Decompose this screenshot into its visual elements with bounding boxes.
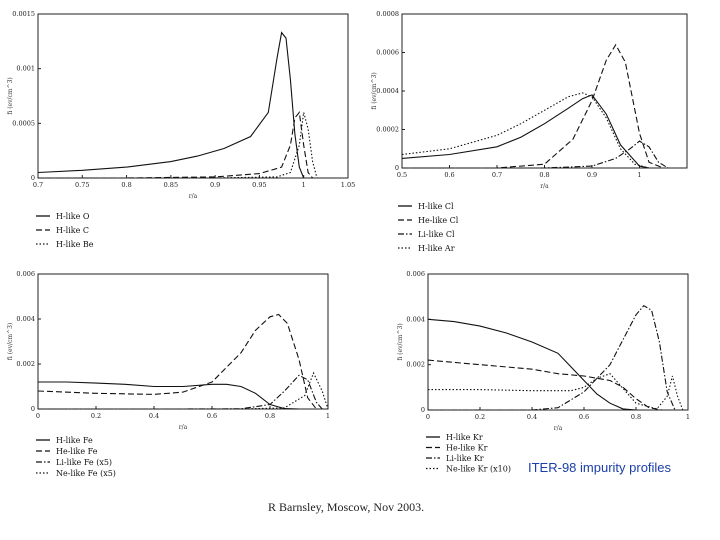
x-tick-label: 0.75 xyxy=(75,181,89,189)
x-tick-label: 1.05 xyxy=(341,181,355,189)
series-line-1 xyxy=(37,31,305,179)
series-line-4 xyxy=(428,373,684,411)
x-tick-label: 0.5 xyxy=(397,171,407,179)
x-tick-label: 0 xyxy=(36,412,40,420)
series-line-3 xyxy=(402,140,669,169)
x-tick-label: 1 xyxy=(637,171,641,179)
y-axis-label: fi (ev/cm^3) xyxy=(7,77,14,114)
legend-entry: H-like Be xyxy=(56,240,94,249)
x-tick-label: 1 xyxy=(686,413,690,421)
x-tick-label: 0.9 xyxy=(587,171,597,179)
chart-bottom-left: 0 0.2 0.4 0.6 0.8 1 0 0.002 0.004 0.006 r/a fi (ev/… xyxy=(7,270,330,478)
x-tick-label: 0.2 xyxy=(475,413,485,421)
x-tick-label: 1 xyxy=(302,181,306,189)
legend-entry: He-like Fe xyxy=(56,447,98,456)
series-line-3 xyxy=(38,112,318,179)
series-line-3 xyxy=(428,304,676,411)
y-tick-label: 0.002 xyxy=(406,361,425,369)
series-line-2 xyxy=(427,359,663,411)
y-tick-label: 0.006 xyxy=(16,270,35,278)
y-axis-label: fi (ev/cm^3) xyxy=(371,72,378,109)
figure-caption: ITER-98 impurity profiles xyxy=(528,460,672,475)
chart-top-left: 0.7 0.75 0.8 0.85 0.9 0.95 1 1.05 0 0.0005 0.001 0.… xyxy=(7,10,355,249)
legend-entry: H-like Kr xyxy=(446,433,483,442)
series-line-2 xyxy=(37,313,317,410)
x-tick-label: 0.2 xyxy=(91,412,101,420)
legend-entry: H-like O xyxy=(56,212,90,221)
x-tick-label: 0.6 xyxy=(207,412,217,420)
y-tick-label: 0 xyxy=(31,405,35,413)
x-tick-label: 0.9 xyxy=(210,181,220,189)
series-line-1 xyxy=(38,381,300,410)
y-tick-label: 0.006 xyxy=(406,270,425,278)
y-axis-label: fi (ev/cm^3) xyxy=(397,323,404,360)
series-line-1 xyxy=(427,318,637,411)
plot-frame xyxy=(401,13,688,169)
legend-entry: Ne-like Fe (x5) xyxy=(56,469,116,478)
legend-entry: Ne-like Kr (x10) xyxy=(446,465,511,474)
x-tick-label: 0.85 xyxy=(164,181,178,189)
x-tick-label: 0.4 xyxy=(527,413,537,421)
y-tick-label: 0.0005 xyxy=(12,119,35,127)
x-tick-label: 0.8 xyxy=(539,171,549,179)
y-tick-label: 0.0015 xyxy=(12,10,35,18)
x-axis-label: r/a xyxy=(554,425,563,432)
y-tick-label: 0.0004 xyxy=(376,87,399,95)
y-tick-label: 0.0006 xyxy=(376,49,399,57)
x-tick-label: 0.8 xyxy=(121,181,131,189)
legend-entry: Li-like Kr xyxy=(446,454,484,463)
x-tick-label: 0 xyxy=(426,413,430,421)
y-tick-label: 0.002 xyxy=(16,360,35,368)
series-line-1 xyxy=(401,94,650,169)
y-tick-label: 0 xyxy=(31,174,35,182)
y-tick-label: 0.0002 xyxy=(376,126,399,134)
y-axis-label: fi (ev/cm^3) xyxy=(7,323,14,360)
x-tick-label: 0.8 xyxy=(265,412,275,420)
plot-frame xyxy=(37,13,349,179)
x-tick-label: 0.7 xyxy=(33,181,43,189)
y-tick-label: 0 xyxy=(395,164,399,172)
series-line-3 xyxy=(38,374,323,410)
legend-entry: He-like Kr xyxy=(446,444,488,453)
legend-entry: He-like Cl xyxy=(418,216,459,225)
legend-entry: H-like Ar xyxy=(418,244,455,253)
legend-entry: H-like Fe xyxy=(56,436,93,445)
x-tick-label: 0.7 xyxy=(492,171,502,179)
legend-entry: H-like C xyxy=(56,226,89,235)
chart-top-right: 0.5 0.6 0.7 0.8 0.9 1 0 0.0002 0.0004 0.0006 0.000… xyxy=(371,10,688,253)
x-tick-label: 1 xyxy=(326,412,330,420)
legend-entry: Li-like Fe (x5) xyxy=(56,458,112,467)
series-line-4 xyxy=(401,92,650,169)
legend-entry: Li-like Cl xyxy=(418,230,455,239)
y-tick-label: 0 xyxy=(421,406,425,414)
chart-bottom-right: 0 0.2 0.4 0.6 0.8 1 0 0.002 0.004 0.006 r/a fi (ev/… xyxy=(397,270,690,474)
y-tick-label: 0.004 xyxy=(16,315,35,323)
x-tick-label: 0.8 xyxy=(631,413,641,421)
y-tick-label: 0.004 xyxy=(406,315,425,323)
x-axis-label: r/a xyxy=(540,183,549,190)
plot-frame xyxy=(427,273,689,411)
x-tick-label: 0.6 xyxy=(444,171,454,179)
series-line-2 xyxy=(402,43,664,169)
x-tick-label: 0.4 xyxy=(149,412,159,420)
x-axis-label: r/a xyxy=(179,424,188,431)
series-line-4 xyxy=(38,371,329,410)
legend-entry: H-like Cl xyxy=(418,202,454,211)
x-axis-label: r/a xyxy=(189,193,198,200)
x-tick-label: 0.95 xyxy=(252,181,266,189)
plot-frame xyxy=(37,273,329,410)
y-tick-label: 0.0008 xyxy=(376,10,399,18)
y-tick-label: 0.001 xyxy=(16,65,35,73)
footer-credit: R Barnsley, Moscow, Nov 2003. xyxy=(268,500,425,514)
series-line-2 xyxy=(38,111,314,179)
x-tick-label: 0.6 xyxy=(579,413,589,421)
